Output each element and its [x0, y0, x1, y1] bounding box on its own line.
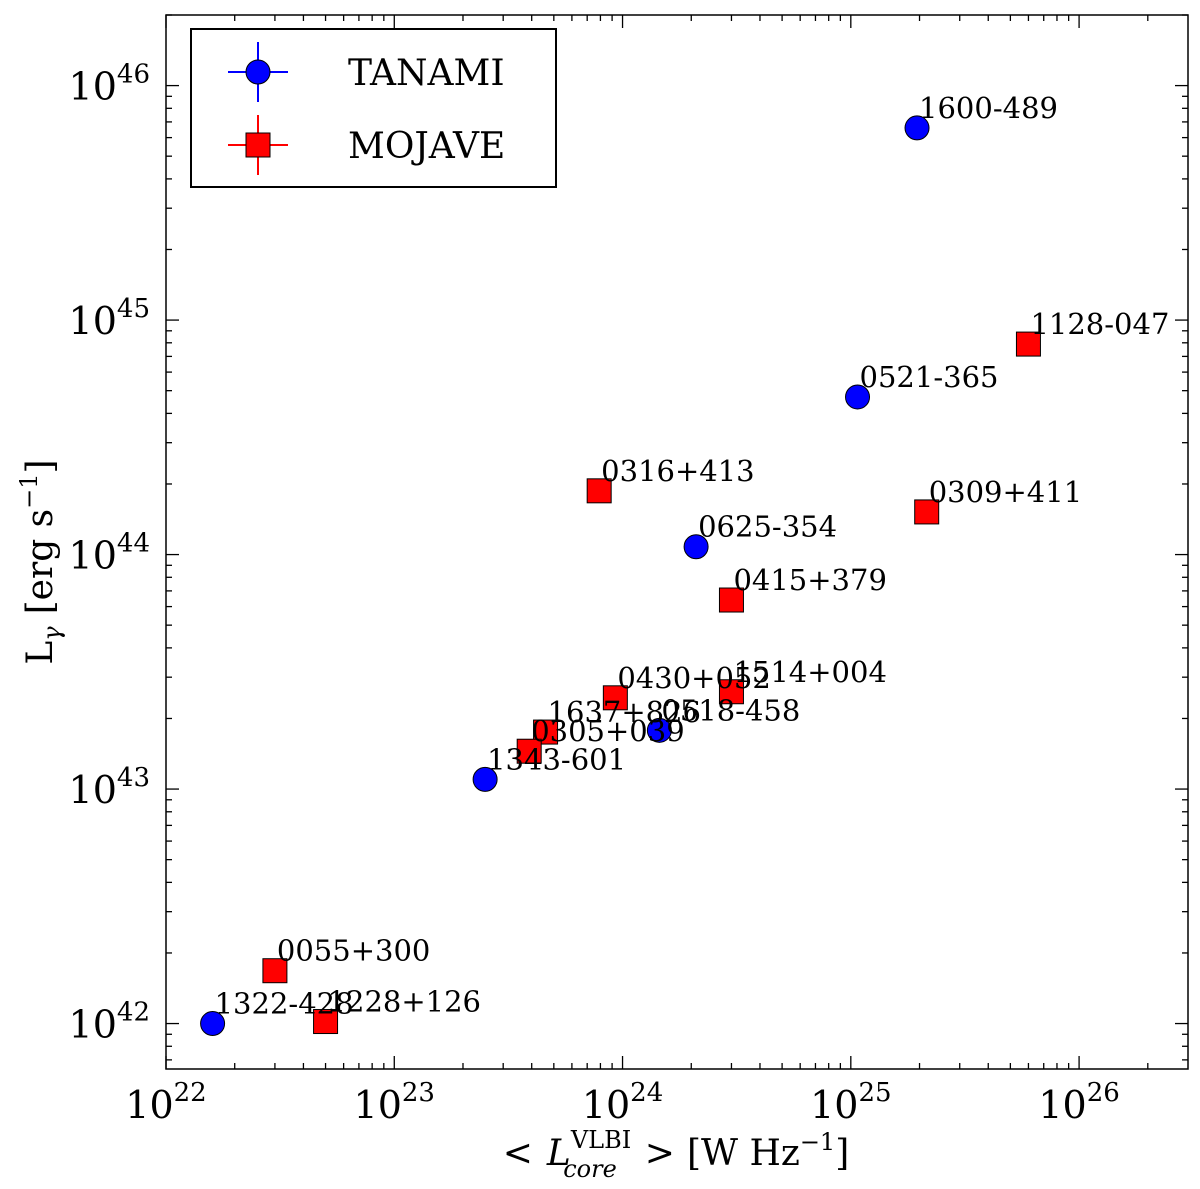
x-axis-label: < LVLBI core > [W Hz−1] [503, 1126, 850, 1183]
y-axis-label: Lγ [erg s−1] [15, 459, 66, 664]
tanami-point [200, 1011, 226, 1037]
y-tick-label: 1043 [69, 763, 150, 812]
tanami-point [845, 384, 871, 410]
mojave-point [586, 478, 612, 504]
legend-label-tanami: TANAMI [348, 53, 505, 94]
tanami-point [683, 534, 709, 560]
x-axis-unit-exp: −1 [800, 1128, 835, 1156]
mojave-point [516, 738, 542, 764]
point-label: 1228+126 [328, 985, 481, 1019]
legend-label-mojave: MOJAVE [348, 126, 505, 167]
point-labels: 1600-489 0521-365 0625-354 0518-458 1343-601… [215, 91, 1170, 1021]
x-tick-label: 1025 [810, 1078, 891, 1127]
plot-frame [165, 14, 1189, 1070]
y-axis-subscript: γ [38, 626, 66, 641]
y-axis-unit-open: [erg s [20, 509, 61, 615]
data-points [200, 115, 1041, 1037]
y-tick-label: 1044 [69, 529, 150, 578]
y-axis-unit-exp: −1 [15, 473, 43, 508]
x-axis-unit-close: ] [835, 1133, 849, 1174]
point-label: 0415+379 [733, 563, 886, 597]
x-tick-label: 1024 [582, 1078, 663, 1127]
legend-marker-mojave [245, 132, 271, 158]
axis-ticks [165, 14, 1188, 1069]
x-axis-subscript: core [563, 1155, 617, 1183]
mojave-point [602, 685, 628, 711]
point-label: 0316+413 [601, 454, 754, 488]
tanami-point [646, 717, 672, 743]
point-label: 0625-354 [698, 510, 837, 544]
tick-labels: 1022 1023 1024 1025 1026 1042 1043 1044 1045 1046 [69, 60, 1120, 1127]
y-axis-symbol: L [20, 641, 61, 665]
y-tick-label: 1042 [69, 998, 150, 1047]
point-label: 0518-458 [661, 693, 800, 727]
mojave-point [718, 587, 744, 613]
point-label: 1600-489 [919, 91, 1058, 125]
legend-box [190, 28, 557, 188]
legend-marker-tanami [245, 59, 271, 85]
point-label: 1514+004 [733, 655, 886, 689]
mojave-point [313, 1009, 339, 1035]
tanami-point [904, 115, 930, 141]
y-tick-label: 1045 [69, 294, 150, 343]
y-axis-unit-close: ] [20, 459, 61, 473]
y-tick-label: 1046 [69, 60, 150, 109]
point-label: 0309+411 [929, 475, 1082, 509]
point-label: 0430+052 [617, 661, 770, 695]
mojave-point [262, 958, 288, 984]
x-tick-label: 1023 [354, 1078, 435, 1127]
point-label: 1128-047 [1030, 307, 1169, 341]
point-label: 0055+300 [277, 934, 430, 968]
x-axis-superscript: VLBI [570, 1126, 631, 1154]
mojave-point [914, 499, 940, 525]
point-label: 0305+039 [531, 714, 684, 748]
tanami-point [472, 766, 498, 792]
mojave-point [718, 679, 744, 705]
point-label: 1343-601 [487, 742, 626, 776]
x-axis-symbol: L [546, 1133, 571, 1174]
point-label: 1322-428 [215, 987, 354, 1021]
mojave-point [1015, 331, 1041, 357]
point-label: 1637+826 [548, 695, 701, 729]
x-tick-label: 1022 [125, 1078, 206, 1127]
legend: TANAMI MOJAVE [190, 28, 557, 188]
point-label: 0521-365 [860, 360, 999, 394]
x-axis-gt: > [645, 1133, 675, 1174]
x-axis-lt: < [503, 1133, 533, 1174]
x-axis-unit-open: [W Hz [687, 1133, 800, 1174]
x-tick-label: 1026 [1038, 1078, 1119, 1127]
